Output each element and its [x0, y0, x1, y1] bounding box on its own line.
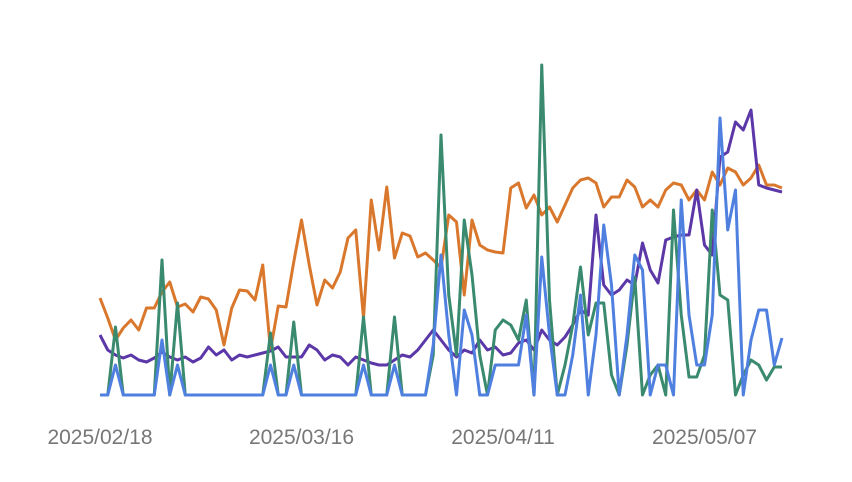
x-tick-label: 2025/04/11	[451, 426, 555, 449]
x-tick-label: 2025/05/07	[652, 426, 757, 449]
x-tick-label: 2025/03/16	[249, 426, 354, 449]
series-line	[98, 108, 783, 367]
series-line	[100, 116, 784, 397]
x-tick-label: 2025/02/18	[47, 426, 152, 449]
